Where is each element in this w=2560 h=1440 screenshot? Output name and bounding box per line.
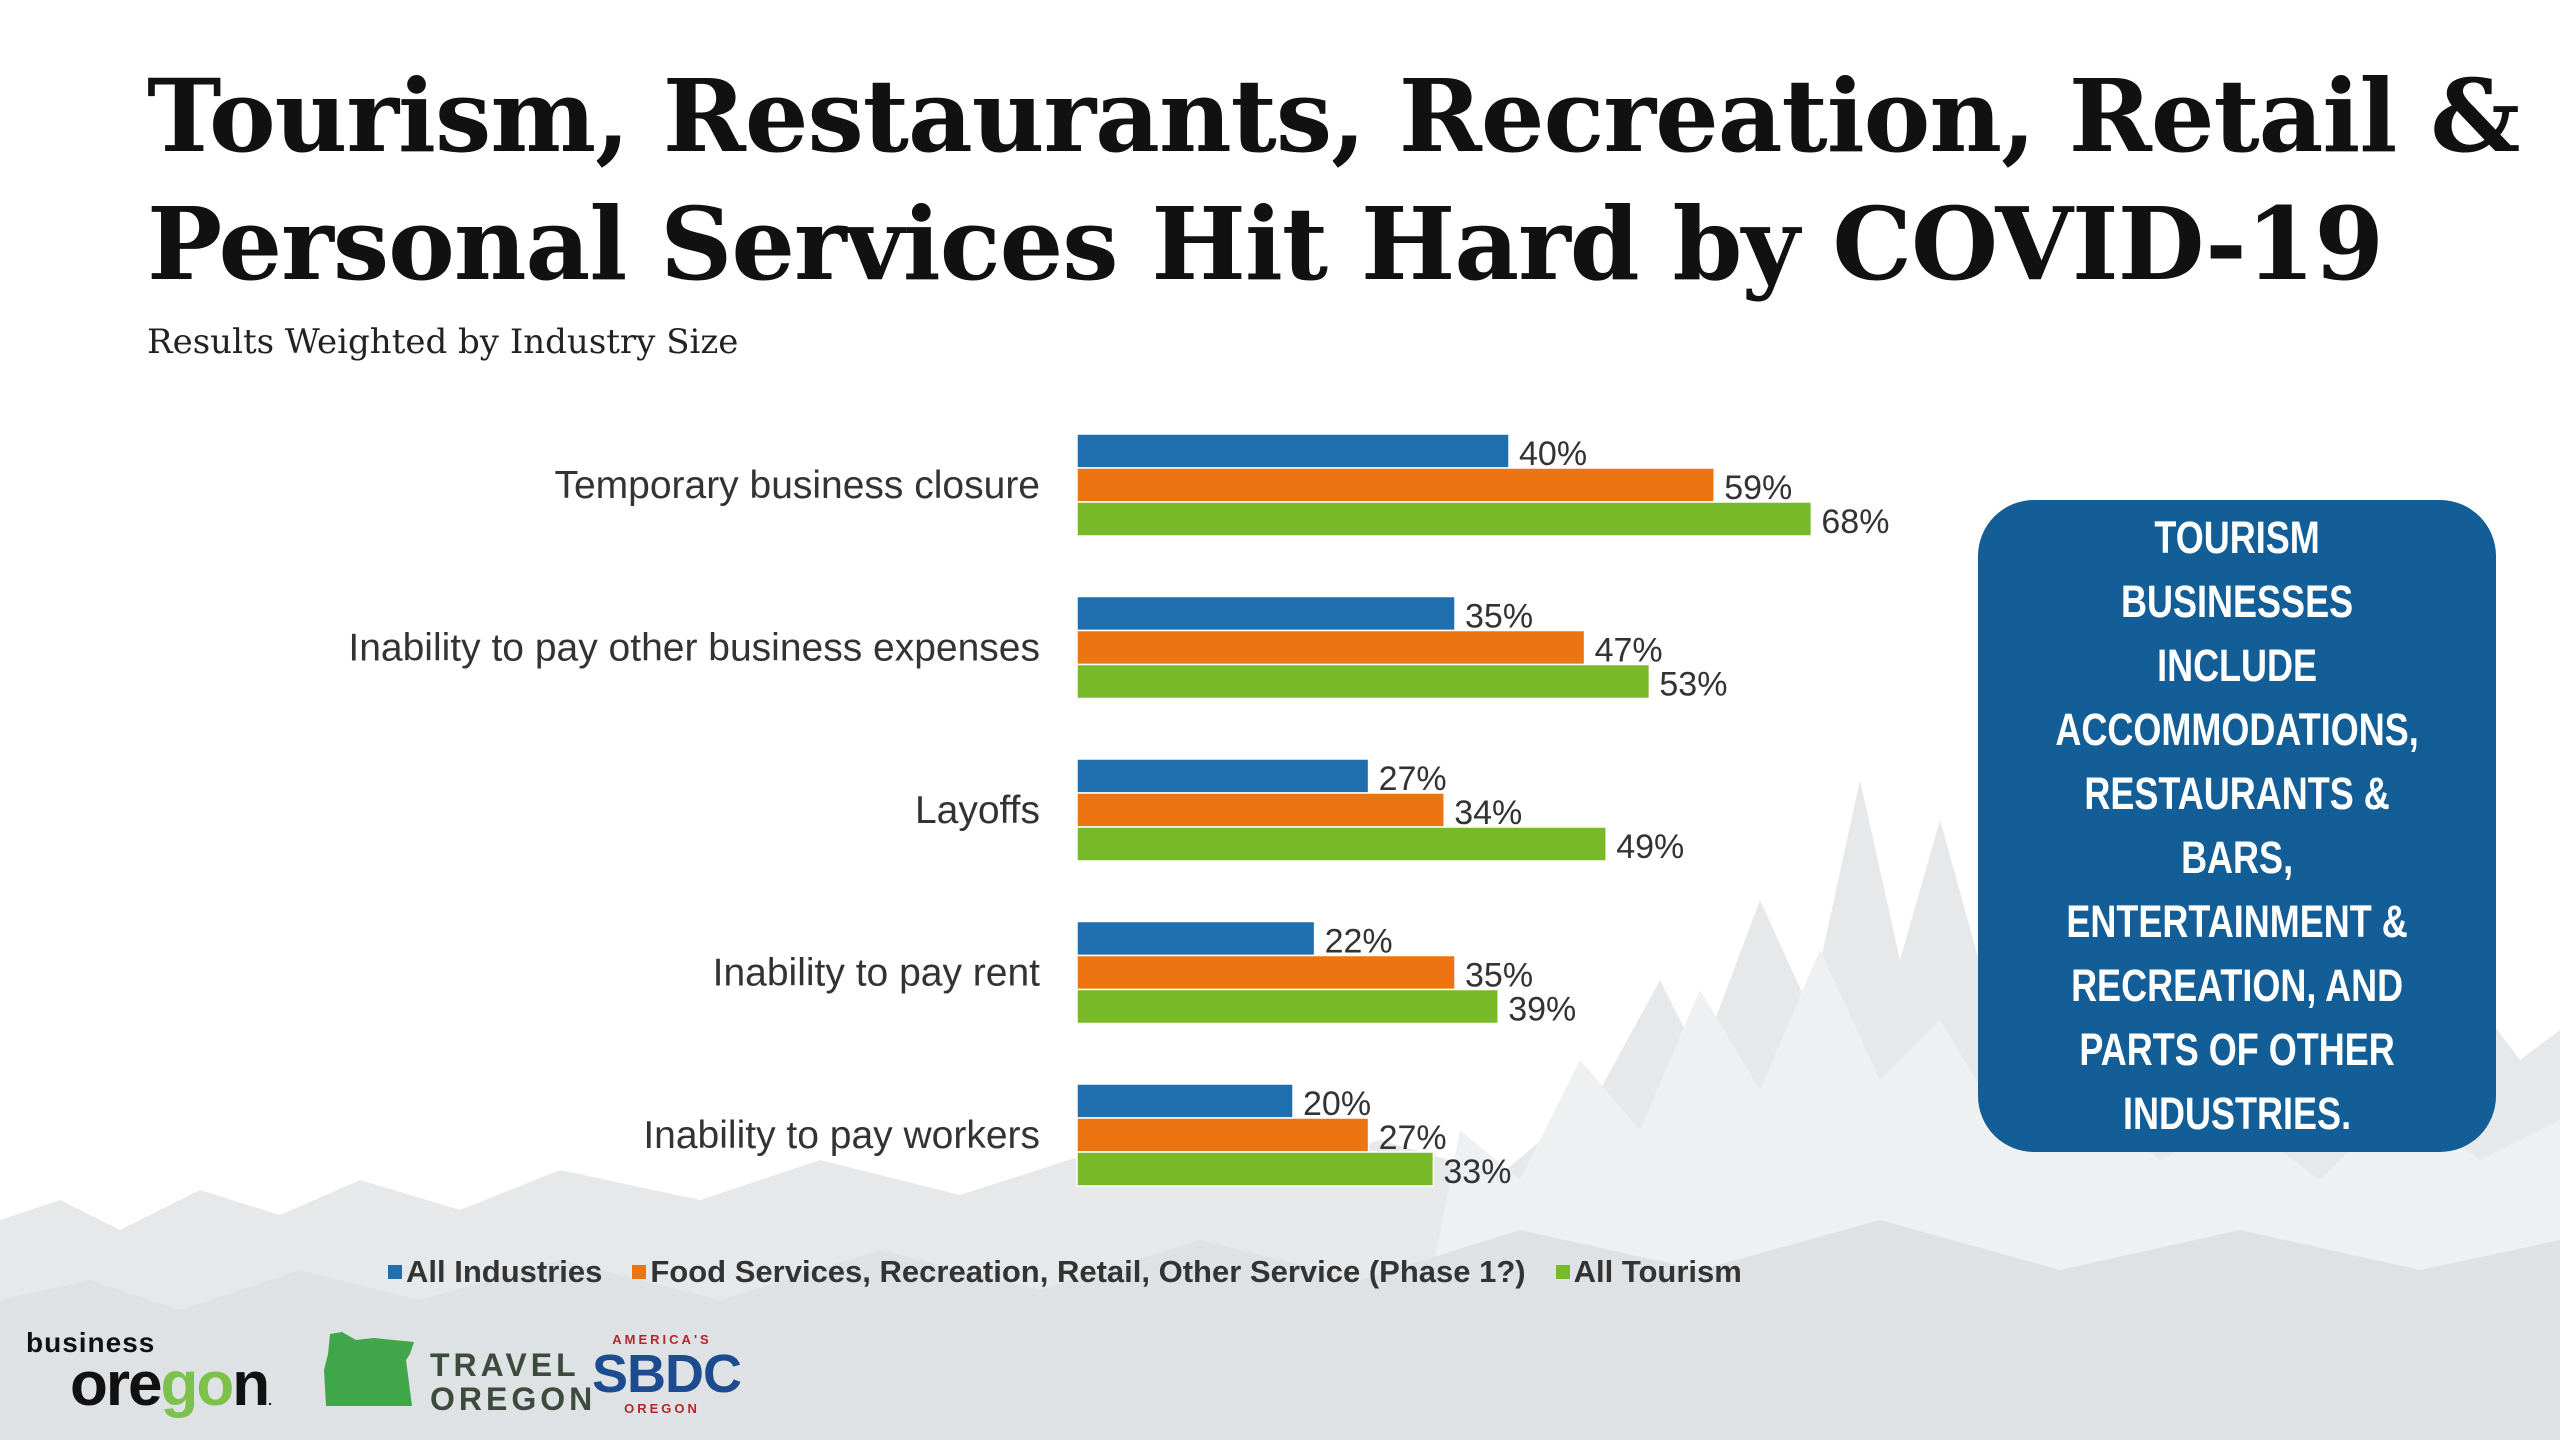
data-label-food-services: 34% xyxy=(1454,794,1522,832)
bar-all-tourism xyxy=(1076,988,1499,1025)
bar-food-services xyxy=(1076,792,1445,828)
data-label-all-tourism: 33% xyxy=(1443,1153,1511,1191)
category-label: Inability to pay other business expenses xyxy=(348,627,1040,670)
category-label: Inability to pay rent xyxy=(713,952,1041,995)
bar-all-tourism xyxy=(1076,1151,1435,1187)
travel-oregon-line-2: OREGON xyxy=(430,1381,597,1417)
bar-food-services xyxy=(1076,467,1715,503)
title-line-2: Personal Services Hit Hard by COVID-19 xyxy=(147,185,2384,303)
data-label-all-tourism: 68% xyxy=(1821,503,1889,541)
legend-label: All Tourism xyxy=(1573,1254,1742,1289)
page-title: Tourism, Restaurants, Recreation, Retail… xyxy=(147,52,2521,308)
chart-legend: All Industries Food Services, Recreation… xyxy=(388,1254,1772,1290)
legend-label: Food Services, Recreation, Retail, Other… xyxy=(650,1254,1526,1289)
category-label: Temporary business closure xyxy=(554,464,1040,507)
partner-logos: business oregon. TRAVEL OREGON AMERICA'S… xyxy=(26,1320,746,1430)
travel-oregon-line-1: TRAVEL xyxy=(430,1347,580,1383)
legend-swatch-all-industries xyxy=(388,1265,402,1279)
travel-oregon-logo: TRAVEL OREGON xyxy=(430,1348,596,1416)
callout-box: Tourism businesses include accommodation… xyxy=(1978,500,2496,1152)
legend-swatch-food-services xyxy=(632,1265,647,1279)
bar-all-industries xyxy=(1076,758,1370,794)
data-label-all-industries: 22% xyxy=(1325,923,1393,961)
category-label: Inability to pay workers xyxy=(643,1114,1040,1157)
data-label-food-services: 27% xyxy=(1379,1119,1447,1157)
category-label: Layoffs xyxy=(915,789,1040,832)
bar-all-industries xyxy=(1076,920,1316,957)
bar-all-tourism xyxy=(1076,663,1651,700)
data-label-food-services: 35% xyxy=(1465,957,1533,995)
callout-text: Tourism businesses include accommodation… xyxy=(2055,512,2419,1139)
subtitle: Results Weighted by Industry Size xyxy=(147,322,739,362)
legend-label: All Industries xyxy=(406,1254,603,1289)
oregon-state-icon xyxy=(324,1332,414,1406)
legend-item-food-services: Food Services, Recreation, Retail, Other… xyxy=(632,1254,1526,1290)
data-label-all-tourism: 49% xyxy=(1616,828,1684,866)
bar-all-tourism xyxy=(1076,501,1813,537)
bar-food-services xyxy=(1076,954,1456,991)
data-label-food-services: 47% xyxy=(1595,632,1663,670)
bar-all-industries xyxy=(1076,433,1510,469)
data-label-all-industries: 35% xyxy=(1465,598,1533,636)
bar-food-services xyxy=(1076,1117,1370,1153)
data-label-all-industries: 40% xyxy=(1519,435,1587,473)
bar-all-industries xyxy=(1076,1083,1294,1119)
business-oregon-logo: business oregon. xyxy=(26,1327,272,1429)
sbdc-logo: AMERICA'S SBDC OREGON xyxy=(592,1332,742,1416)
data-label-food-services: 59% xyxy=(1724,469,1792,507)
legend-item-all-industries: All Industries xyxy=(388,1254,602,1290)
data-label-all-industries: 20% xyxy=(1303,1085,1371,1123)
business-oregon-logo-small-text: business xyxy=(26,1327,156,1358)
sbdc-logo-top: AMERICA'S xyxy=(612,1332,712,1347)
business-oregon-logo-wordmark: oregon. xyxy=(70,1350,272,1419)
title-line-1: Tourism, Restaurants, Recreation, Retail… xyxy=(147,57,2521,175)
data-label-all-tourism: 39% xyxy=(1508,991,1576,1029)
bar-food-services xyxy=(1076,629,1586,666)
data-label-all-tourism: 53% xyxy=(1659,666,1727,704)
bar-all-industries xyxy=(1076,595,1456,632)
data-label-all-industries: 27% xyxy=(1379,760,1447,798)
sbdc-logo-wordmark: SBDC xyxy=(592,1344,742,1404)
legend-swatch-all-tourism xyxy=(1555,1265,1570,1279)
bar-all-tourism xyxy=(1076,826,1607,862)
legend-item-all-tourism: All Tourism xyxy=(1555,1254,1742,1290)
sbdc-logo-bottom: OREGON xyxy=(624,1401,700,1416)
